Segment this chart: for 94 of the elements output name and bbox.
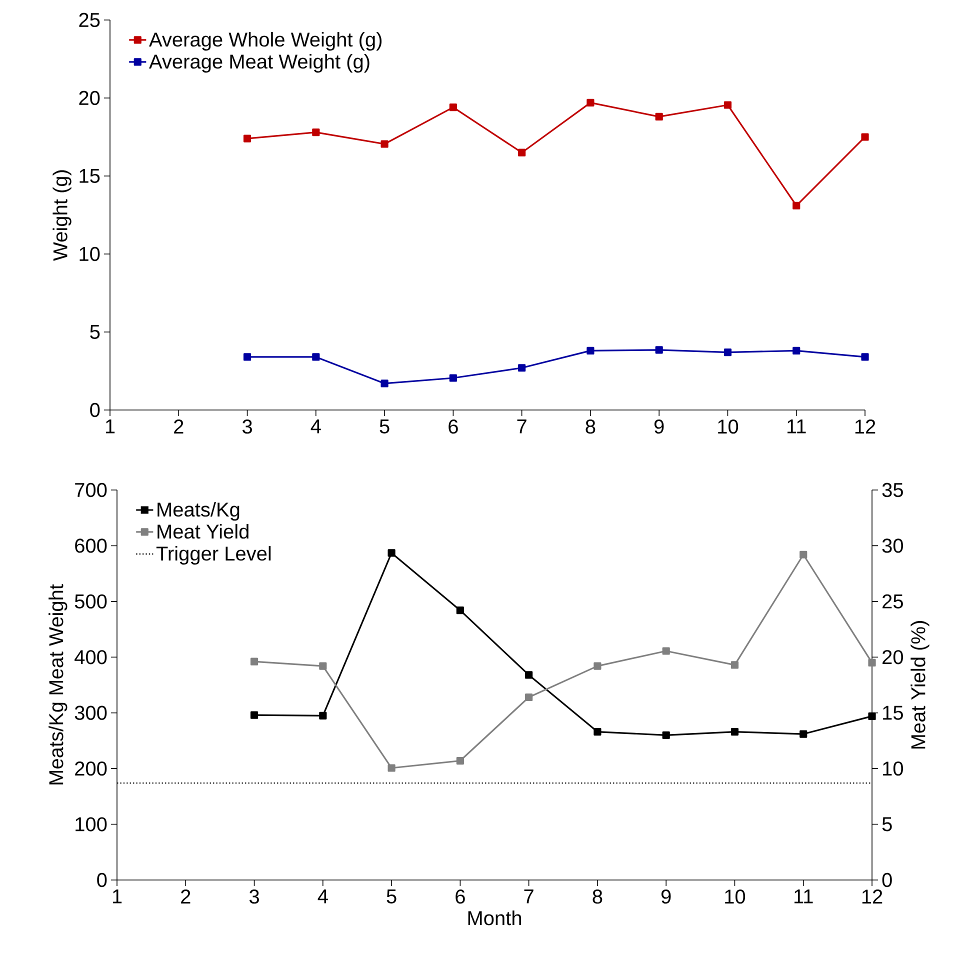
x-tick-label: 7 <box>524 890 534 904</box>
point <box>861 353 869 361</box>
point <box>586 346 594 355</box>
point <box>594 728 602 736</box>
x-tick-label: 12 <box>855 420 876 434</box>
x-tick-label: 3 <box>249 890 259 904</box>
x-tick-label: 11 <box>794 890 813 904</box>
y-tick-label: 100 <box>76 817 107 832</box>
y-tick-label: 200 <box>75 761 107 776</box>
x-tick-label: 9 <box>661 890 671 904</box>
y-tick-label: 0 <box>97 872 107 888</box>
y2-tick-label: 10 <box>883 761 903 776</box>
y-axis-title: Weight (g) <box>52 170 72 261</box>
y-tick-label: 600 <box>75 538 107 553</box>
point <box>518 364 526 372</box>
x-tick-label: 2 <box>174 420 184 434</box>
legend-label: Meat Yield <box>158 524 248 539</box>
y-tick-label: 0 <box>90 402 100 418</box>
point <box>456 606 464 614</box>
x-tick-label: 6 <box>456 890 465 904</box>
x-axis-title: Month <box>468 910 521 926</box>
point <box>655 346 663 354</box>
point <box>861 133 869 141</box>
y-tick-label: 15 <box>80 169 100 183</box>
point <box>518 148 526 156</box>
x-tick-label: 4 <box>318 890 328 904</box>
point <box>449 374 457 382</box>
y2-tick-label: 20 <box>882 650 903 664</box>
point <box>388 764 396 772</box>
x-tick-label: 7 <box>517 420 526 434</box>
point <box>380 380 388 388</box>
y-tick-label: 700 <box>75 482 107 498</box>
legend-label: Average Meat Weight (g) <box>149 54 370 73</box>
y-axis-title: Meats/Kg Meat Weight <box>48 584 68 784</box>
x-tick-label: 11 <box>788 420 806 434</box>
point <box>380 140 388 148</box>
point <box>319 662 327 670</box>
x-tick-label: 12 <box>862 890 882 904</box>
point <box>792 346 800 355</box>
y-tick-label: 25 <box>79 12 100 28</box>
x-tick-label: 2 <box>181 890 190 904</box>
x-tick-label: 10 <box>718 420 738 434</box>
point <box>655 112 663 121</box>
y2-tick-label: 30 <box>882 538 903 553</box>
x-tick-label: 1 <box>106 420 115 434</box>
point <box>388 549 396 557</box>
point <box>586 98 594 106</box>
point <box>792 202 800 210</box>
point <box>800 550 808 558</box>
point <box>243 353 252 361</box>
point <box>250 658 258 666</box>
legend-label: Trigger Level <box>156 546 271 565</box>
point <box>456 756 464 765</box>
x-tick-label: 3 <box>242 420 252 434</box>
point <box>724 101 732 109</box>
point <box>730 661 739 669</box>
y2-tick-label: 35 <box>882 482 903 498</box>
y-tick-label: 10 <box>80 246 100 262</box>
y2-tick-label: 25 <box>882 594 903 608</box>
point <box>319 712 327 720</box>
point <box>250 711 258 719</box>
y2-tick-label: 15 <box>883 706 903 720</box>
x-tick-label: 5 <box>386 890 396 904</box>
x-tick-label: 10 <box>725 890 746 904</box>
x-tick-label: 5 <box>380 420 390 434</box>
point <box>312 353 320 361</box>
point <box>868 658 876 667</box>
point <box>724 348 732 356</box>
point <box>525 693 533 702</box>
y-tick-label: 20 <box>79 90 100 106</box>
point <box>594 662 602 670</box>
y2-tick-label: 5 <box>882 817 892 832</box>
y-tick-label: 400 <box>74 650 107 664</box>
point <box>730 728 739 736</box>
x-tick-label: 8 <box>592 890 602 904</box>
x-tick-label: 6 <box>448 420 458 434</box>
legend-label: Meats/Kg <box>158 502 240 521</box>
y-tick-label: 500 <box>74 594 107 608</box>
point <box>525 671 533 679</box>
y2-tick-label: 0 <box>882 872 892 888</box>
point <box>312 128 320 136</box>
x-tick-label: 9 <box>654 420 664 434</box>
x-tick-label: 1 <box>112 890 122 904</box>
x-tick-label: 8 <box>586 420 596 434</box>
y-tick-label: 5 <box>90 325 100 339</box>
legend-label: Average Whole Weight (g) <box>149 32 382 51</box>
y-tick-label: 300 <box>74 706 107 720</box>
point <box>800 730 808 738</box>
point <box>662 731 670 739</box>
point <box>243 134 252 142</box>
point <box>662 647 670 655</box>
x-tick-label: 4 <box>310 420 321 434</box>
y2-axis-title: Meat Yield (%) <box>910 621 930 749</box>
point <box>449 104 457 112</box>
